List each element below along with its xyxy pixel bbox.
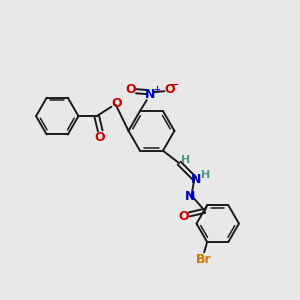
Text: O: O xyxy=(178,210,189,223)
Text: −: − xyxy=(170,80,180,90)
Text: H: H xyxy=(181,154,190,165)
Text: Br: Br xyxy=(196,253,212,266)
Text: +: + xyxy=(153,85,160,94)
Text: N: N xyxy=(185,190,195,203)
Text: N: N xyxy=(191,173,201,186)
Text: O: O xyxy=(125,83,136,96)
Text: O: O xyxy=(164,83,175,96)
Text: O: O xyxy=(94,131,105,144)
Text: O: O xyxy=(111,97,122,110)
Text: N: N xyxy=(145,88,155,101)
Text: H: H xyxy=(201,170,210,181)
